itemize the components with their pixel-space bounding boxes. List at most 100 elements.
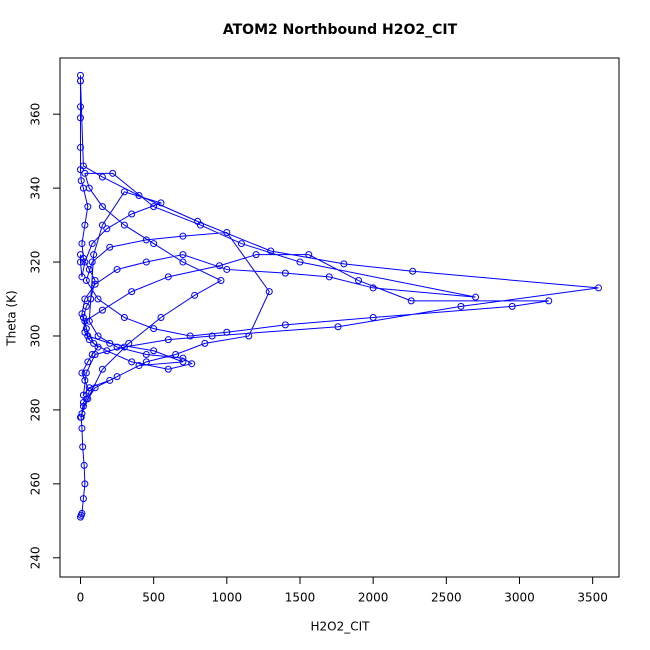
- data-point: [85, 317, 93, 325]
- data-point: [325, 273, 333, 281]
- data-point: [164, 273, 172, 281]
- y-tick-label: 340: [29, 177, 43, 200]
- data-point: [88, 240, 96, 248]
- data-point: [82, 277, 90, 285]
- data-point: [85, 265, 93, 273]
- data-point: [85, 336, 93, 344]
- data-point: [113, 373, 121, 381]
- data-point: [172, 350, 180, 358]
- x-tick-label: 2000: [358, 591, 389, 605]
- data-point: [508, 302, 516, 310]
- data-point: [223, 228, 231, 236]
- data-point: [595, 284, 603, 292]
- y-tick-label: 360: [29, 103, 43, 126]
- data-point: [98, 365, 106, 373]
- data-point: [91, 350, 99, 358]
- data-point: [265, 288, 273, 296]
- data-point: [208, 332, 216, 340]
- data-point: [113, 265, 121, 273]
- data-point: [142, 258, 150, 266]
- y-tick-label: 280: [29, 398, 43, 421]
- data-point: [296, 258, 304, 266]
- data-point: [142, 236, 150, 244]
- data-point: [88, 350, 96, 358]
- data-point: [109, 169, 117, 177]
- data-point: [106, 243, 114, 251]
- y-axis-label: Theta (K): [5, 290, 19, 346]
- data-point: [82, 302, 90, 310]
- y-tick-label: 240: [29, 546, 43, 569]
- data-point: [142, 358, 150, 366]
- data-point: [76, 258, 84, 266]
- data-point: [150, 240, 158, 248]
- x-tick-label: 3500: [577, 591, 608, 605]
- x-axis-label: H2O2_CIT: [311, 620, 371, 634]
- data-point: [79, 391, 87, 399]
- data-point: [81, 295, 89, 303]
- data-point: [113, 343, 121, 351]
- data-point: [81, 221, 89, 229]
- data-point: [369, 284, 377, 292]
- data-point: [81, 376, 89, 384]
- data-point: [78, 509, 86, 517]
- data-point: [120, 343, 128, 351]
- data-point: [179, 232, 187, 240]
- data-point: [223, 328, 231, 336]
- data-point: [281, 269, 289, 277]
- data-point: [82, 325, 90, 333]
- y-tick-label: 320: [29, 251, 43, 274]
- data-point: [157, 199, 165, 207]
- data-point: [76, 114, 84, 122]
- data-point: [120, 314, 128, 321]
- y-tick-label: 260: [29, 472, 43, 495]
- data-point: [128, 358, 136, 366]
- data-point: [79, 314, 87, 321]
- data-point: [237, 240, 245, 248]
- data-point: [76, 413, 84, 421]
- data-point: [76, 77, 84, 85]
- data-point: [472, 293, 480, 301]
- y-tick-label: 300: [29, 325, 43, 348]
- data-point: [106, 339, 114, 347]
- data-point: [150, 347, 158, 355]
- data-point: [78, 310, 86, 318]
- data-point: [91, 277, 99, 285]
- data-point: [281, 321, 289, 329]
- data-point: [545, 297, 553, 305]
- data-point: [76, 251, 84, 259]
- data-point: [94, 343, 102, 351]
- data-point: [77, 177, 85, 185]
- data-point: [81, 317, 89, 325]
- data-point: [407, 297, 415, 305]
- data-point: [76, 103, 84, 111]
- data-point: [78, 410, 86, 418]
- x-tick-label: 500: [142, 591, 165, 605]
- data-point: [84, 358, 92, 366]
- data-point: [128, 210, 136, 218]
- data-point: [267, 247, 275, 255]
- data-point: [128, 288, 136, 296]
- data-point: [98, 221, 106, 229]
- data-point: [457, 302, 465, 310]
- chart-title: ATOM2 Northbound H2O2_CIT: [223, 22, 458, 38]
- data-point: [305, 251, 313, 259]
- data-point: [81, 480, 89, 488]
- data-point: [164, 336, 172, 344]
- data-point: [186, 332, 194, 340]
- data-point: [217, 277, 225, 285]
- data-point: [120, 221, 128, 229]
- data-point: [78, 424, 86, 432]
- data-point: [334, 323, 342, 331]
- data-point: [81, 169, 89, 177]
- data-point: [103, 347, 111, 355]
- data-point: [252, 251, 260, 259]
- data-point: [84, 203, 92, 211]
- data-point: [78, 240, 86, 248]
- data-point: [76, 143, 84, 151]
- data-point: [91, 384, 99, 392]
- data-point: [84, 395, 92, 403]
- data-point: [135, 192, 143, 200]
- data-point: [201, 339, 209, 347]
